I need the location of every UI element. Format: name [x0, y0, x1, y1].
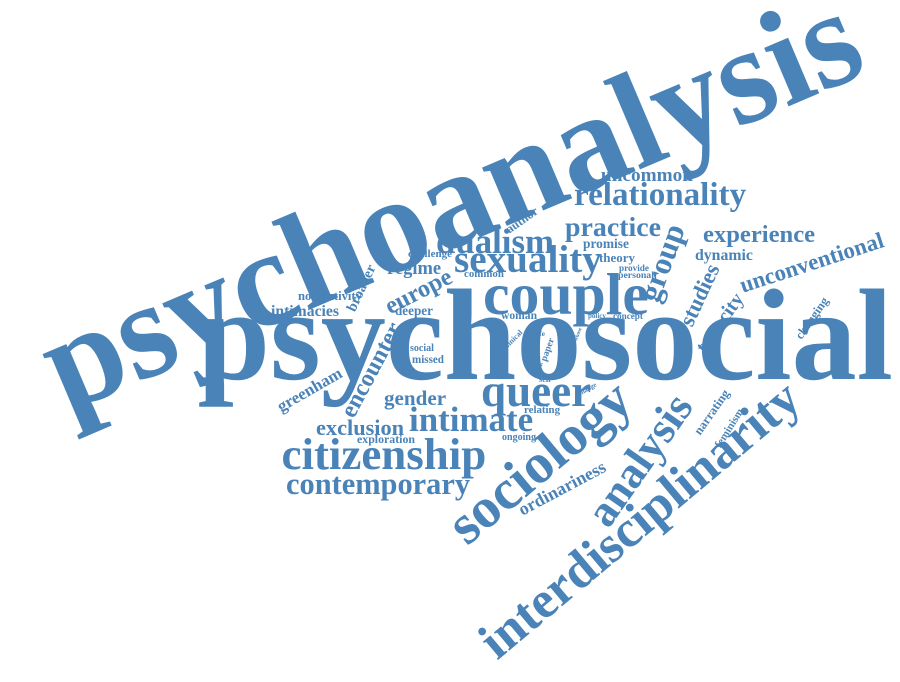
word-deeper: deeper: [395, 302, 433, 318]
word-ongoing: ongoing: [502, 432, 536, 443]
word-dynamic: dynamic: [695, 247, 753, 264]
word-psychosocial: psychosocial: [197, 264, 893, 408]
word-exclusion: exclusion: [316, 415, 405, 440]
word-relating: relating: [524, 403, 561, 416]
word-normativity: normativity: [298, 288, 362, 303]
word-couple: couple: [483, 261, 649, 327]
word-contemporary: contemporary: [286, 467, 471, 501]
word-provide: provide: [619, 262, 649, 273]
word-missed: missed: [412, 353, 444, 366]
word-uncommon: uncommon: [601, 164, 693, 186]
word-intimate: intimate: [409, 399, 534, 439]
word-sexuality: sexuality: [454, 237, 602, 281]
word-theory: theory: [599, 249, 635, 265]
word-personal: personal: [618, 270, 654, 281]
word-policy: policy: [588, 311, 606, 320]
word-life: life: [535, 329, 546, 338]
word-intimacies: intimacies: [271, 303, 339, 320]
word-self: self: [539, 375, 552, 384]
word-challenge: challenge: [408, 247, 452, 260]
word-citizenship: citizenship: [281, 428, 487, 479]
word-dualism: dualism: [436, 221, 554, 261]
word-promise: promise: [583, 235, 629, 251]
word-regime: regime: [387, 258, 442, 278]
word-practice: practice: [565, 212, 662, 243]
word-concept: concept: [613, 310, 643, 321]
word-woman: woman: [501, 309, 538, 322]
word-relationality: relationality: [574, 176, 747, 213]
word-common: common: [464, 267, 504, 280]
word-queer: queer: [481, 365, 592, 416]
word-social: social: [410, 343, 434, 354]
word-gender: gender: [384, 385, 447, 410]
word-experience: experience: [703, 220, 816, 248]
word-exploration: exploration: [357, 432, 415, 446]
